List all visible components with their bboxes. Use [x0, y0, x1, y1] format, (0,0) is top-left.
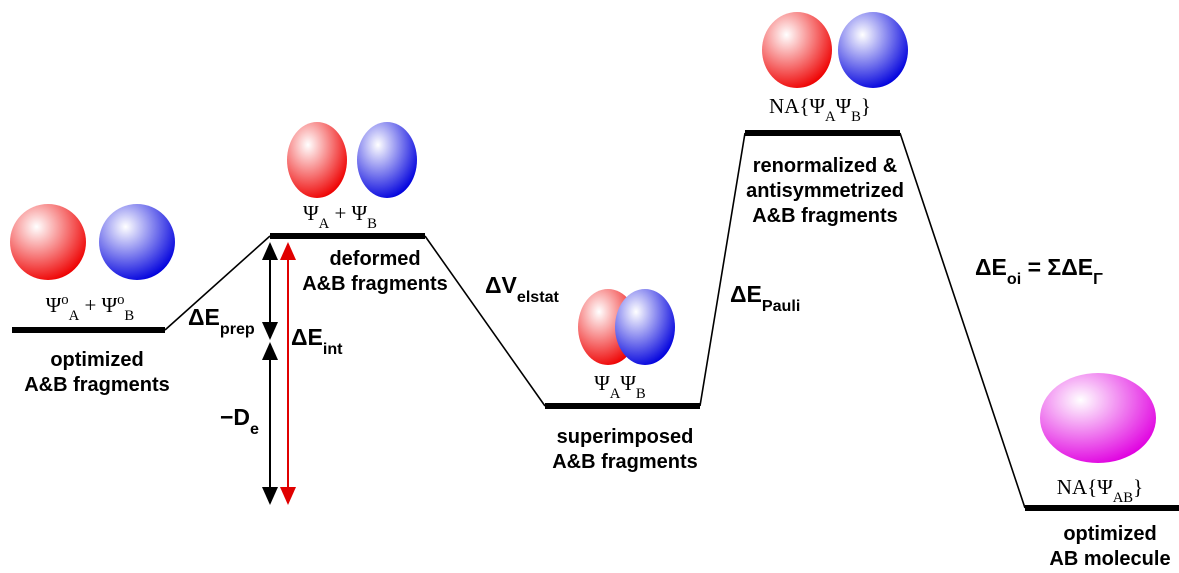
level-description: AB molecule: [1049, 548, 1170, 570]
text-segment: ΔE: [975, 254, 1007, 280]
energy-term: ΔEint: [291, 324, 343, 358]
level-description: antisymmetrized: [746, 180, 904, 202]
text-segment: Pauli: [762, 297, 800, 315]
energy-diagram: ΨoA + ΨoBoptimizedA&B fragmentsΨA + ΨBde…: [0, 0, 1179, 573]
text-segment: A: [610, 386, 621, 402]
text-segment: oi: [1007, 270, 1021, 288]
energy-term: ΔEprep: [188, 304, 255, 338]
text-segment: prep: [220, 320, 255, 338]
fragment-a: [287, 122, 347, 198]
wavefunction-label: NA{ΨAΨB}: [769, 94, 871, 125]
fragment-b: [615, 289, 675, 365]
text-segment: A: [69, 308, 80, 324]
text-segment: = ΣΔE: [1021, 254, 1093, 280]
text-segment: o: [61, 292, 68, 308]
text-segment: o: [117, 292, 124, 308]
wavefunction-label: ΨA + ΨB: [303, 201, 377, 232]
wavefunction-label: ΨoA + ΨoB: [46, 292, 135, 324]
text-segment: NA{Ψ: [769, 94, 825, 118]
text-segment: Ψ: [836, 94, 852, 118]
text-segment: NA{Ψ: [1057, 475, 1113, 499]
text-segment: + Ψ: [79, 293, 117, 317]
energy-term: −De: [220, 404, 259, 438]
fragment-a: [762, 12, 832, 88]
text-segment: Ψ: [594, 371, 610, 395]
fragment-a: [10, 204, 86, 280]
text-segment: int: [323, 340, 343, 358]
text-segment: B: [851, 109, 861, 125]
text-segment: AB: [1113, 490, 1134, 506]
level-description: optimized: [1063, 523, 1156, 545]
text-segment: Γ: [1093, 270, 1103, 288]
text-segment: e: [250, 420, 259, 438]
wavefunction-label: NA{ΨAB}: [1057, 475, 1143, 506]
level-description: optimized: [50, 349, 143, 371]
fragment-b: [99, 204, 175, 280]
level-description: A&B fragments: [302, 273, 448, 295]
level-description: A&B fragments: [24, 374, 170, 396]
text-segment: elstat: [517, 288, 560, 306]
text-segment: Ψ: [46, 293, 62, 317]
text-segment: B: [367, 216, 377, 232]
text-segment: B: [636, 386, 646, 402]
molecule: [1040, 373, 1156, 463]
level-description: renormalized &: [753, 155, 897, 177]
level-description: A&B fragments: [752, 205, 898, 227]
level-description: A&B fragments: [552, 451, 698, 473]
text-segment: + Ψ: [329, 201, 367, 225]
text-segment: Ψ: [303, 201, 319, 225]
text-segment: ΔE: [188, 304, 220, 330]
text-segment: −D: [220, 404, 250, 430]
fragment-b: [838, 12, 908, 88]
text-segment: Ψ: [620, 371, 636, 395]
text-segment: A: [825, 109, 836, 125]
text-segment: ΔV: [485, 272, 518, 298]
energy-term: ΔVelstat: [485, 272, 560, 306]
orbitals: [10, 12, 1156, 463]
level-description: deformed: [329, 248, 420, 270]
wavefunction-label: ΨAΨB: [594, 371, 646, 402]
fragment-b: [357, 122, 417, 198]
text-segment: B: [124, 308, 134, 324]
arrows: [270, 244, 288, 503]
text-segment: ΔE: [730, 281, 762, 307]
text-segment: A: [319, 216, 330, 232]
text-segment: }: [1133, 475, 1143, 499]
energy-term: ΔEoi = ΣΔEΓ: [975, 254, 1103, 288]
text-segment: }: [861, 94, 871, 118]
text-segment: ΔE: [291, 324, 323, 350]
page: {"levels":[ {"wavefunction":[{"text":"Ψ"…: [0, 0, 1179, 573]
level-description: superimposed: [557, 426, 694, 448]
energy-term: ΔEPauli: [730, 281, 800, 315]
